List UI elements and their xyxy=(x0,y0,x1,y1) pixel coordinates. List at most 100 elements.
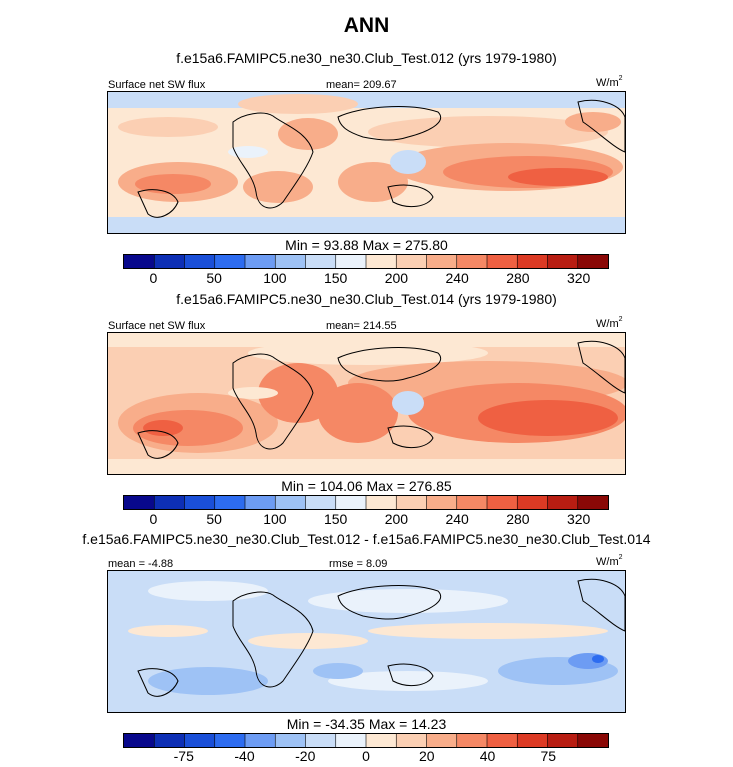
colorbar-swatch xyxy=(456,496,488,509)
colorbar-tick-label: 0 xyxy=(362,748,370,764)
colorbar-swatch xyxy=(517,255,548,268)
panel-1-center-label: mean= 209.67 xyxy=(326,79,397,91)
panel-2-colorbar xyxy=(123,495,609,510)
colorbar-swatch xyxy=(426,255,458,268)
colorbar-swatch xyxy=(335,734,367,747)
colorbar-tick-label: 50 xyxy=(206,270,222,286)
main-title: ANN xyxy=(343,14,390,37)
colorbar-swatch xyxy=(517,734,548,747)
colorbar-swatch xyxy=(124,734,155,747)
panel-2-ticks: 0 50 100 150 200 240 280 320 xyxy=(123,511,609,529)
panel-1-colorbar xyxy=(123,254,609,269)
colorbar-swatch xyxy=(456,734,488,747)
colorbar-tick-label: -40 xyxy=(234,748,255,764)
panel-2-map xyxy=(107,332,626,475)
colorbar-swatch xyxy=(335,255,367,268)
colorbar-swatch xyxy=(124,255,155,268)
colorbar-swatch xyxy=(305,255,337,268)
colorbar-swatch xyxy=(396,496,427,509)
colorbar-swatch xyxy=(214,496,246,509)
colorbar-tick-label: -75 xyxy=(173,748,194,764)
colorbar-tick-label: 50 xyxy=(206,511,222,527)
colorbar-swatch xyxy=(396,734,427,747)
panel-2-stats: Min = 104.06 Max = 276.85 xyxy=(281,478,452,494)
colorbar-swatch xyxy=(396,255,427,268)
colorbar-swatch xyxy=(517,496,548,509)
colorbar-swatch xyxy=(366,255,397,268)
colorbar-swatch xyxy=(487,255,518,268)
colorbar-tick-label: 150 xyxy=(323,511,348,527)
panel-2-colorbar-svg xyxy=(124,496,608,509)
colorbar-swatch xyxy=(366,734,397,747)
panel-3-left-label: mean = -4.88 xyxy=(108,558,174,570)
colorbar-tick-label: 40 xyxy=(479,748,496,764)
colorbar-tick-label: 20 xyxy=(418,748,435,764)
colorbar-swatch xyxy=(154,255,185,268)
colorbar-tick-label: 0 xyxy=(149,511,158,527)
colorbar-swatch xyxy=(305,496,337,509)
colorbar-tick-label: 280 xyxy=(506,511,530,527)
panel-1-units: W/m2 xyxy=(596,75,623,89)
colorbar-swatch xyxy=(275,734,306,747)
colorbar-swatch xyxy=(184,496,216,509)
colorbar-swatch xyxy=(577,496,608,509)
colorbar-swatch xyxy=(275,496,306,509)
panel-3-stats: Min = -34.35 Max = 14.23 xyxy=(286,716,447,732)
panel-2-title: f.e15a6.FAMIPC5.ne30_ne30.Club_Test.014 … xyxy=(176,291,557,307)
panel-1-title: f.e15a6.FAMIPC5.ne30_ne30.Club_Test.012 … xyxy=(176,50,557,66)
panel-3-units: W/m2 xyxy=(596,554,623,568)
panel-1-map xyxy=(107,91,626,234)
colorbar-swatch xyxy=(547,496,579,509)
panel-1-ticks: 0 50 100 150 200 240 280 320 xyxy=(123,270,609,288)
colorbar-swatch xyxy=(154,734,185,747)
colorbar-tick-label: 320 xyxy=(566,511,591,527)
panel-1-left-label: Surface net SW flux xyxy=(108,79,206,91)
colorbar-swatch xyxy=(487,496,518,509)
colorbar-tick-label: 100 xyxy=(263,270,287,286)
panel-3-colorbar-svg xyxy=(124,734,608,747)
panel-1-stats: Min = 93.88 Max = 275.80 xyxy=(285,237,448,253)
colorbar-swatch xyxy=(547,255,579,268)
panel-3-title: f.e15a6.FAMIPC5.ne30_ne30.Club_Test.012 … xyxy=(82,531,651,547)
colorbar-swatch xyxy=(184,255,216,268)
colorbar-swatch xyxy=(275,255,306,268)
colorbar-swatch xyxy=(577,255,608,268)
colorbar-swatch xyxy=(366,496,397,509)
panel-2-units: W/m2 xyxy=(596,316,623,330)
colorbar-tick-label: 200 xyxy=(384,511,409,527)
colorbar-swatch xyxy=(487,734,518,747)
panel-2-map-svg xyxy=(108,333,625,474)
panel-3-ticks: -75 -40 -20 0 20 40 75 xyxy=(123,748,609,766)
colorbar-swatch xyxy=(426,496,458,509)
colorbar-swatch xyxy=(214,255,246,268)
panel-3-center-label: rmse = 8.09 xyxy=(329,558,388,570)
colorbar-swatch xyxy=(245,734,276,747)
colorbar-tick-label: -20 xyxy=(295,748,316,764)
colorbar-swatch xyxy=(426,734,458,747)
colorbar-swatch xyxy=(547,734,579,747)
panel-1-colorbar-svg xyxy=(124,255,608,268)
colorbar-swatch xyxy=(456,255,488,268)
colorbar-swatch xyxy=(154,496,185,509)
colorbar-tick-label: 150 xyxy=(323,270,348,286)
colorbar-swatch xyxy=(305,734,337,747)
colorbar-tick-label: 0 xyxy=(149,270,158,286)
colorbar-tick-label: 200 xyxy=(384,270,409,286)
colorbar-tick-label: 240 xyxy=(445,270,469,286)
panel-3-map-svg xyxy=(108,571,625,712)
panel-2-left-label: Surface net SW flux xyxy=(108,320,206,332)
colorbar-tick-label: 320 xyxy=(566,270,591,286)
colorbar-swatch xyxy=(335,496,367,509)
colorbar-swatch xyxy=(214,734,246,747)
panel-2-center-label: mean= 214.55 xyxy=(326,320,397,332)
panel-3-map xyxy=(107,570,626,713)
panel-3-colorbar xyxy=(123,733,609,748)
panel-1-map-svg xyxy=(108,92,625,233)
colorbar-tick-label: 240 xyxy=(445,511,469,527)
colorbar-tick-label: 280 xyxy=(506,270,530,286)
colorbar-swatch xyxy=(577,734,608,747)
colorbar-swatch xyxy=(124,496,155,509)
colorbar-swatch xyxy=(245,496,276,509)
colorbar-tick-label: 75 xyxy=(540,748,557,764)
colorbar-tick-label: 100 xyxy=(263,511,287,527)
